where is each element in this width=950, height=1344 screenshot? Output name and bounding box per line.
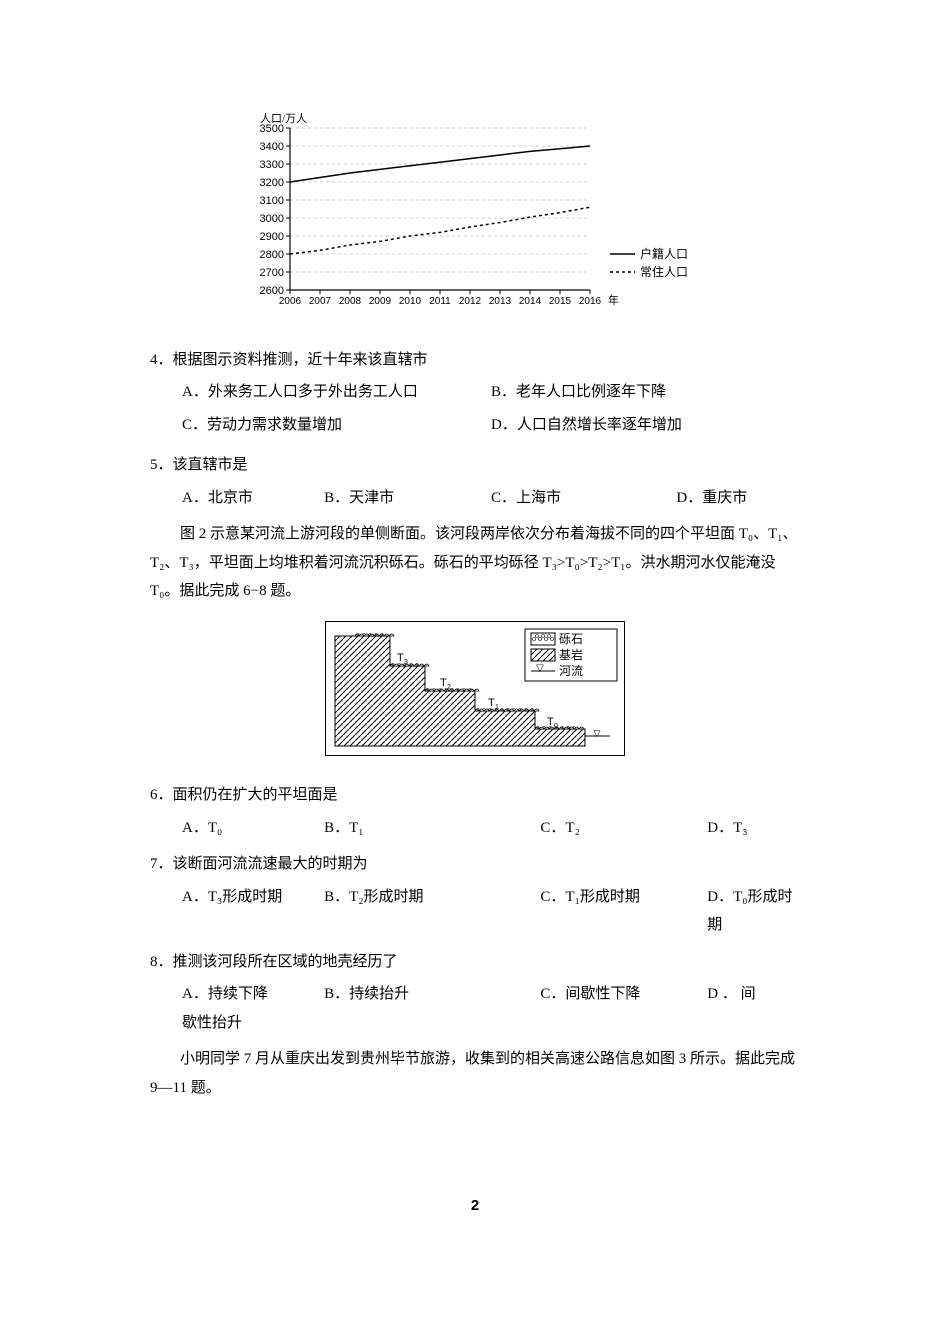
q4-options: A．外来务工人口多于外出务工人口 B．老年人口比例逐年下降 C．劳动力需求数量增… <box>150 378 800 443</box>
q6-opt-d: D．T₃ <box>707 814 800 843</box>
svg-text:3000: 3000 <box>260 213 284 225</box>
q4-opt-d: D．人口自然增长率逐年增加 <box>491 411 800 440</box>
q5-opt-d: D．重庆市 <box>676 484 800 513</box>
q8-opt-d: D ． 间 <box>707 980 800 1009</box>
svg-text:年: 年 <box>608 293 619 307</box>
river-diagram: 砾石基岩▽河流T3T2T1T0▽ <box>325 621 625 756</box>
svg-text:▽: ▽ <box>536 663 544 674</box>
q6-opt-c: C．T₂ <box>540 814 707 843</box>
question-6: 6．面积仍在扩大的平坦面是 A．T₀ B．T₁ C．T₂ D．T₃ <box>150 781 800 842</box>
svg-text:2700: 2700 <box>260 267 284 279</box>
q4-opt-c: C．劳动力需求数量增加 <box>182 411 491 440</box>
svg-text:2008: 2008 <box>339 296 362 307</box>
svg-text:0: 0 <box>554 723 558 730</box>
passage-3: 小明同学 7 月从重庆出发到贵州毕节旅游，收集到的相关高速公路信息如图 3 所示… <box>150 1045 800 1102</box>
q7-opt-c: C．T₁形成时期 <box>540 883 707 940</box>
svg-text:3400: 3400 <box>260 141 284 153</box>
svg-text:2010: 2010 <box>399 296 422 307</box>
svg-text:2006: 2006 <box>279 296 302 307</box>
svg-text:2014: 2014 <box>519 296 542 307</box>
population-chart: 人口/万人26002700280029003000310032003300340… <box>240 110 710 310</box>
q6-text: 6．面积仍在扩大的平坦面是 <box>150 781 800 810</box>
svg-text:2800: 2800 <box>260 249 284 261</box>
q6-opt-b: B．T₁ <box>324 814 540 843</box>
river-diagram-container: 砾石基岩▽河流T3T2T1T0▽ <box>150 621 800 767</box>
q7-opt-a: A．T₃形成时期 <box>182 883 324 940</box>
question-7: 7．该断面河流流速最大的时期为 A．T₃形成时期 B．T₂形成时期 C．T₁形成… <box>150 850 800 940</box>
svg-text:3100: 3100 <box>260 195 284 207</box>
svg-text:河流: 河流 <box>559 664 583 678</box>
svg-text:2015: 2015 <box>549 296 572 307</box>
q6-options: A．T₀ B．T₁ C．T₂ D．T₃ <box>150 814 800 843</box>
page-number: 2 <box>150 1192 800 1221</box>
q8-opt-b: B．持续抬升 <box>324 980 540 1009</box>
q7-opt-d: D．T₀形成时期 <box>707 883 800 940</box>
svg-text:3500: 3500 <box>260 123 284 135</box>
svg-text:基岩: 基岩 <box>559 647 583 662</box>
svg-text:2: 2 <box>447 684 451 691</box>
population-chart-container: 人口/万人26002700280029003000310032003300340… <box>150 110 800 321</box>
svg-text:2016: 2016 <box>579 296 602 307</box>
svg-text:T: T <box>547 716 554 728</box>
q8-opt-c: C．间歇性下降 <box>540 980 707 1009</box>
q8-opt-d-line2: 歇性抬升 <box>182 1009 800 1038</box>
svg-text:3: 3 <box>404 659 408 666</box>
q5-opt-b: B．天津市 <box>324 484 491 513</box>
svg-text:T: T <box>440 677 447 689</box>
svg-text:砾石: 砾石 <box>559 632 583 646</box>
svg-text:2900: 2900 <box>260 231 284 243</box>
q5-opt-a: A．北京市 <box>182 484 324 513</box>
svg-text:2007: 2007 <box>309 296 332 307</box>
question-5: 5．该直辖市是 A．北京市 B．天津市 C．上海市 D．重庆市 <box>150 451 800 512</box>
q7-options: A．T₃形成时期 B．T₂形成时期 C．T₁形成时期 D．T₀形成时期 <box>150 883 800 940</box>
svg-text:1: 1 <box>495 704 499 711</box>
svg-text:2012: 2012 <box>459 296 482 307</box>
svg-text:户籍人口: 户籍人口 <box>640 246 688 261</box>
svg-text:常住人口: 常住人口 <box>640 265 688 279</box>
svg-text:2009: 2009 <box>369 296 392 307</box>
q8-opt-a: A．持续下降 <box>182 980 324 1009</box>
question-4: 4．根据图示资料推测，近十年来该直辖市 A．外来务工人口多于外出务工人口 B．老… <box>150 346 800 444</box>
q8-options: A．持续下降 B．持续抬升 C．间歇性下降 D ． 间 <box>150 980 800 1009</box>
svg-text:T: T <box>488 697 495 709</box>
q5-opt-c: C．上海市 <box>491 484 676 513</box>
svg-text:2011: 2011 <box>429 296 451 307</box>
q8-text: 8．推测该河段所在区域的地壳经历了 <box>150 948 800 977</box>
q7-opt-b: B．T₂形成时期 <box>324 883 540 940</box>
passage-2: 图 2 示意某河流上游河段的单侧断面。该河段两岸依次分布着海拔不同的四个平坦面 … <box>150 520 800 606</box>
q5-text: 5．该直辖市是 <box>150 451 800 480</box>
svg-text:3300: 3300 <box>260 159 284 171</box>
q4-opt-b: B．老年人口比例逐年下降 <box>491 378 800 407</box>
q4-text: 4．根据图示资料推测，近十年来该直辖市 <box>150 346 800 375</box>
svg-text:T: T <box>397 652 404 664</box>
q4-opt-a: A．外来务工人口多于外出务工人口 <box>182 378 491 407</box>
q7-text: 7．该断面河流流速最大的时期为 <box>150 850 800 879</box>
svg-text:3200: 3200 <box>260 177 284 189</box>
svg-text:▽: ▽ <box>594 728 601 738</box>
q5-options: A．北京市 B．天津市 C．上海市 D．重庆市 <box>150 484 800 513</box>
svg-text:2013: 2013 <box>489 296 512 307</box>
q6-opt-a: A．T₀ <box>182 814 324 843</box>
question-8: 8．推测该河段所在区域的地壳经历了 A．持续下降 B．持续抬升 C．间歇性下降 … <box>150 948 800 1038</box>
